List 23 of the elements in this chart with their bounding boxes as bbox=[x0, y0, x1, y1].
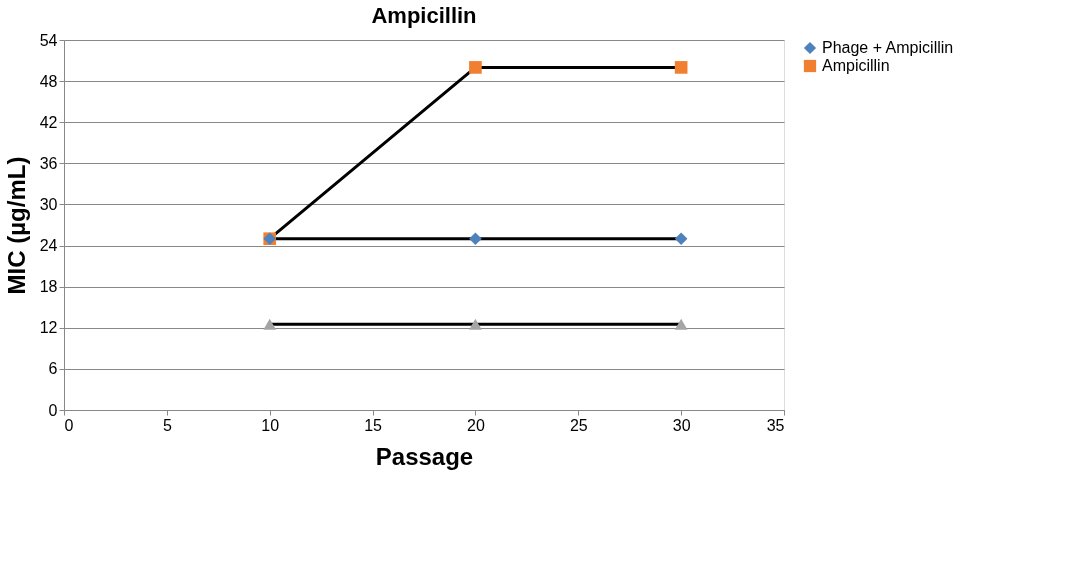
y-tick-label: 42 bbox=[39, 113, 58, 131]
y-tick-label: 6 bbox=[48, 360, 58, 378]
legend-label: Phage + Ampicillin bbox=[822, 39, 954, 56]
x-tick-label: 25 bbox=[569, 416, 588, 434]
y-tick-label: 24 bbox=[39, 237, 58, 255]
y-tick-label: 48 bbox=[39, 72, 58, 90]
y-axis-title: MIC (µg/mL) bbox=[2, 156, 30, 295]
x-tick-label: 10 bbox=[261, 416, 280, 434]
x-tick-label: 5 bbox=[162, 416, 172, 434]
chart-title: Ampicillin bbox=[371, 3, 477, 28]
y-tick-label: 36 bbox=[39, 154, 58, 172]
y-tick-label: 0 bbox=[48, 401, 58, 419]
x-tick-label: 15 bbox=[364, 416, 383, 434]
x-tick-label: 0 bbox=[64, 416, 74, 434]
y-tick-label: 54 bbox=[39, 31, 58, 49]
y-tick-label: 12 bbox=[39, 319, 58, 337]
legend-label: Ampicillin bbox=[822, 57, 890, 74]
x-tick-label: 30 bbox=[672, 416, 691, 434]
y-tick-label: 18 bbox=[39, 278, 58, 296]
x-axis-title: Passage bbox=[375, 442, 474, 470]
x-tick-label: 35 bbox=[766, 416, 785, 434]
y-tick-label: 30 bbox=[39, 195, 58, 213]
x-tick-label: 20 bbox=[467, 416, 485, 434]
